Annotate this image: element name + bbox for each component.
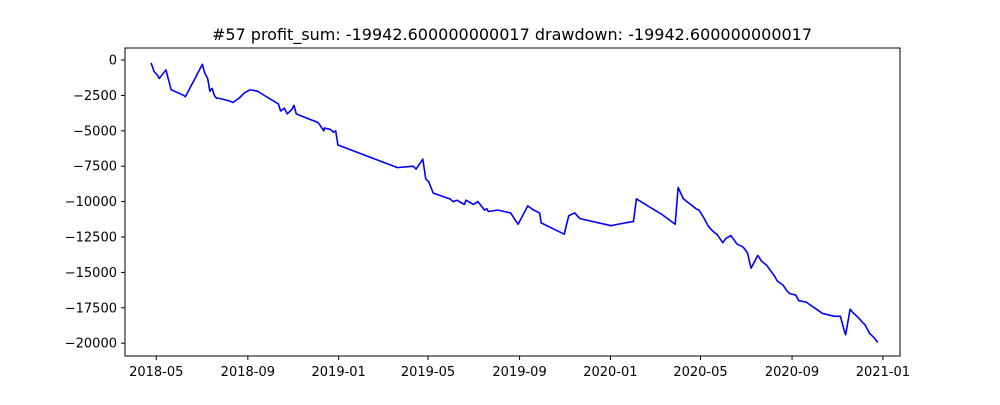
y-tick-label: −12500 [65, 231, 117, 246]
x-tick-label: 2019-01 [312, 365, 366, 380]
y-tick-label: −17500 [65, 301, 117, 316]
y-tick-label: −7500 [73, 160, 117, 175]
x-tick-label: 2019-05 [401, 365, 455, 380]
plot-area [150, 62, 879, 343]
series-line-1 [150, 62, 879, 343]
x-tick-label: 2018-05 [129, 365, 183, 380]
y-tick-label: 0 [109, 54, 117, 69]
y-tick-label: −2500 [73, 89, 117, 104]
y-tick-label: −20000 [65, 337, 117, 352]
x-tick-label: 2020-09 [765, 365, 819, 380]
x-tick-label: 2018-09 [221, 365, 275, 380]
axes: 2018-05 2018-09 2019-01 2019-05 2019-09 2020-… [65, 47, 910, 380]
x-tick-label: 2020-05 [673, 365, 727, 380]
x-tick-label: 2019-09 [492, 365, 546, 380]
y-tick-label: −10000 [65, 195, 117, 210]
axes-frame [124, 47, 901, 357]
chart-title: #57 profit_sum: -19942.600000000017 draw… [212, 25, 812, 45]
y-tick-label: −5000 [73, 124, 117, 139]
x-tick-label: 2021-01 [856, 365, 910, 380]
x-tick-label: 2020-01 [583, 365, 637, 380]
y-tick-label: −15000 [65, 266, 117, 281]
